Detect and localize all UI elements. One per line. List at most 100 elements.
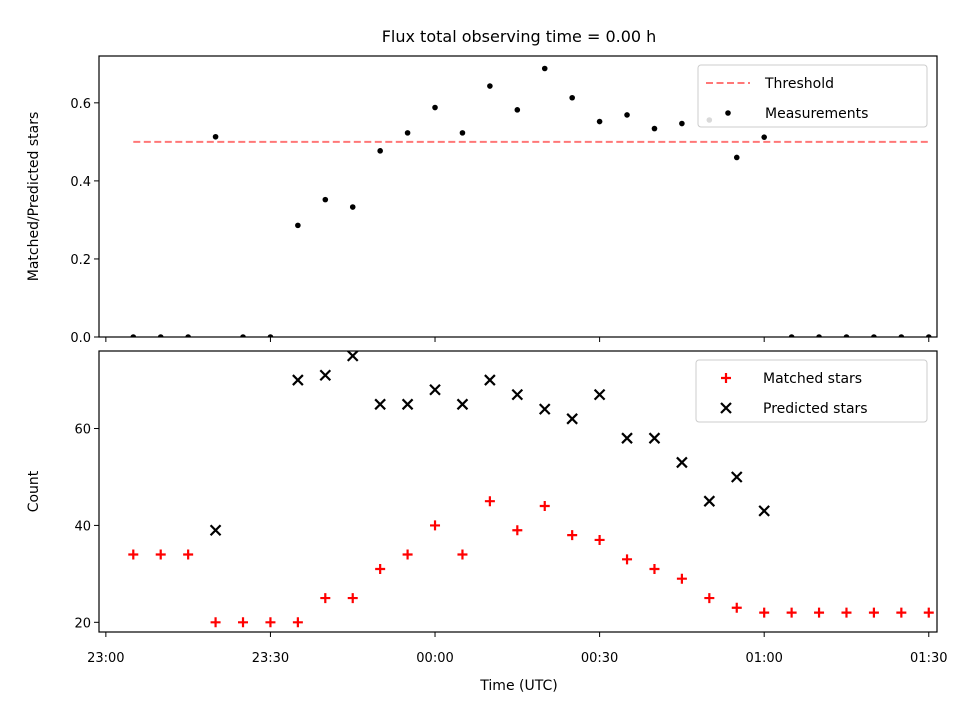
y-tick-label: 0.4 [70, 175, 91, 190]
matched-star-point [347, 593, 358, 604]
measurement-point [459, 130, 466, 136]
legend-label: Measurements [765, 106, 868, 122]
matched-star-point [868, 607, 879, 618]
measurement-point [377, 148, 383, 154]
matched-star-point [896, 607, 907, 618]
legend-matched-marker [721, 373, 731, 383]
plot-area [128, 351, 934, 628]
measurement-point [267, 334, 274, 337]
matched-star-point [320, 593, 331, 604]
y-tick-label: 0.0 [70, 331, 91, 346]
x-tick-label: 23:30 [252, 651, 289, 666]
measurement-point [624, 112, 630, 118]
matched-star-point [155, 549, 166, 560]
legend-predicted-marker [720, 402, 732, 414]
legend-label: Matched stars [763, 371, 862, 387]
count-panel: 20 40 60 23:00 23:30 00:00 00:30 01:00 01:30 Coun… [26, 350, 948, 666]
measurement-point [212, 133, 219, 140]
matched-star-point [676, 573, 687, 584]
y-tick-label: 0.2 [70, 253, 91, 268]
matched-star-point [814, 607, 825, 618]
x-tick-label: 23:00 [87, 651, 124, 666]
measurement-point [733, 154, 740, 161]
x-tick-label: 01:00 [745, 651, 782, 666]
x-tick-label: 00:00 [416, 651, 453, 666]
x-axis-label: Time (UTC) [479, 678, 557, 694]
predicted-star-point [703, 495, 716, 507]
predicted-star-point [401, 398, 414, 411]
legend: Threshold Measurements [697, 64, 928, 128]
y-tick-label: 20 [74, 616, 91, 631]
measurement-point [432, 104, 438, 111]
predicted-star-point [209, 524, 222, 537]
matched-star-point [567, 530, 578, 541]
measurement-point [130, 334, 137, 337]
matched-star-point [484, 496, 495, 507]
chart-title: Flux total observing time = 0.00 h [382, 27, 657, 46]
predicted-star-point [346, 351, 359, 362]
predicted-star-point [676, 456, 688, 469]
x-tick-label: 01:30 [910, 651, 947, 666]
matched-star-point [265, 617, 276, 628]
measurement-point [157, 334, 164, 337]
matched-star-point [128, 549, 139, 560]
matched-star-point [759, 607, 770, 618]
predicted-star-point [292, 374, 304, 386]
matched-star-point [731, 602, 742, 613]
measurement-point [898, 334, 905, 337]
measurement-point [925, 334, 932, 337]
measurement-point [487, 83, 493, 89]
legend-label: Predicted stars [763, 401, 868, 417]
measurement-point [569, 94, 575, 101]
matched-star-point [649, 564, 660, 575]
measurement-point [322, 196, 329, 203]
matched-star-point [430, 520, 441, 531]
predicted-star-point [484, 374, 496, 386]
predicted-star-point [456, 398, 469, 411]
measurement-point [843, 334, 850, 337]
matched-star-point [841, 607, 852, 618]
measurement-point [240, 334, 246, 337]
predicted-star-point [538, 403, 551, 415]
predicted-star-point [730, 471, 743, 483]
matched-star-point [539, 501, 550, 512]
ratio-panel: 0.0 0.2 0.4 0.6 Matched/Predicted stars Thres… [26, 55, 938, 346]
predicted-star-point [593, 388, 606, 401]
predicted-star-point [566, 413, 578, 425]
predicted-star-point [374, 398, 386, 411]
matched-star-point [402, 549, 413, 560]
matched-star-point [210, 617, 221, 628]
legend-box [697, 64, 928, 128]
matched-star-point [786, 607, 797, 618]
matched-star-point [238, 617, 249, 628]
matched-star-point [594, 534, 605, 545]
predicted-star-point [511, 388, 524, 401]
measurement-point [404, 130, 411, 136]
measurement-point [541, 65, 548, 72]
matched-star-point [622, 554, 633, 565]
measurement-point [514, 107, 521, 113]
legend-label: Threshold [764, 76, 834, 92]
matched-star-point [512, 525, 523, 536]
matched-star-point [704, 593, 715, 604]
measurement-point [761, 134, 767, 140]
predicted-star-point [319, 369, 332, 382]
y-tick-label: 40 [74, 519, 91, 534]
predicted-star-point [758, 505, 770, 517]
predicted-star-point [621, 432, 633, 444]
matched-star-point [375, 564, 386, 575]
x-tick-label: 00:30 [581, 651, 618, 666]
predicted-star-point [429, 383, 441, 396]
measurement-point [185, 334, 191, 337]
measurement-point [816, 334, 822, 337]
predicted-star-point [648, 432, 661, 444]
legend: Matched stars Predicted stars [695, 359, 928, 423]
y-tick-label: 0.6 [70, 97, 91, 112]
axes-frame [98, 350, 938, 633]
matched-star-point [183, 549, 194, 560]
measurement-point [871, 334, 877, 337]
measurement-point [596, 118, 603, 125]
measurement-point [651, 125, 658, 132]
legend-box [695, 359, 928, 423]
